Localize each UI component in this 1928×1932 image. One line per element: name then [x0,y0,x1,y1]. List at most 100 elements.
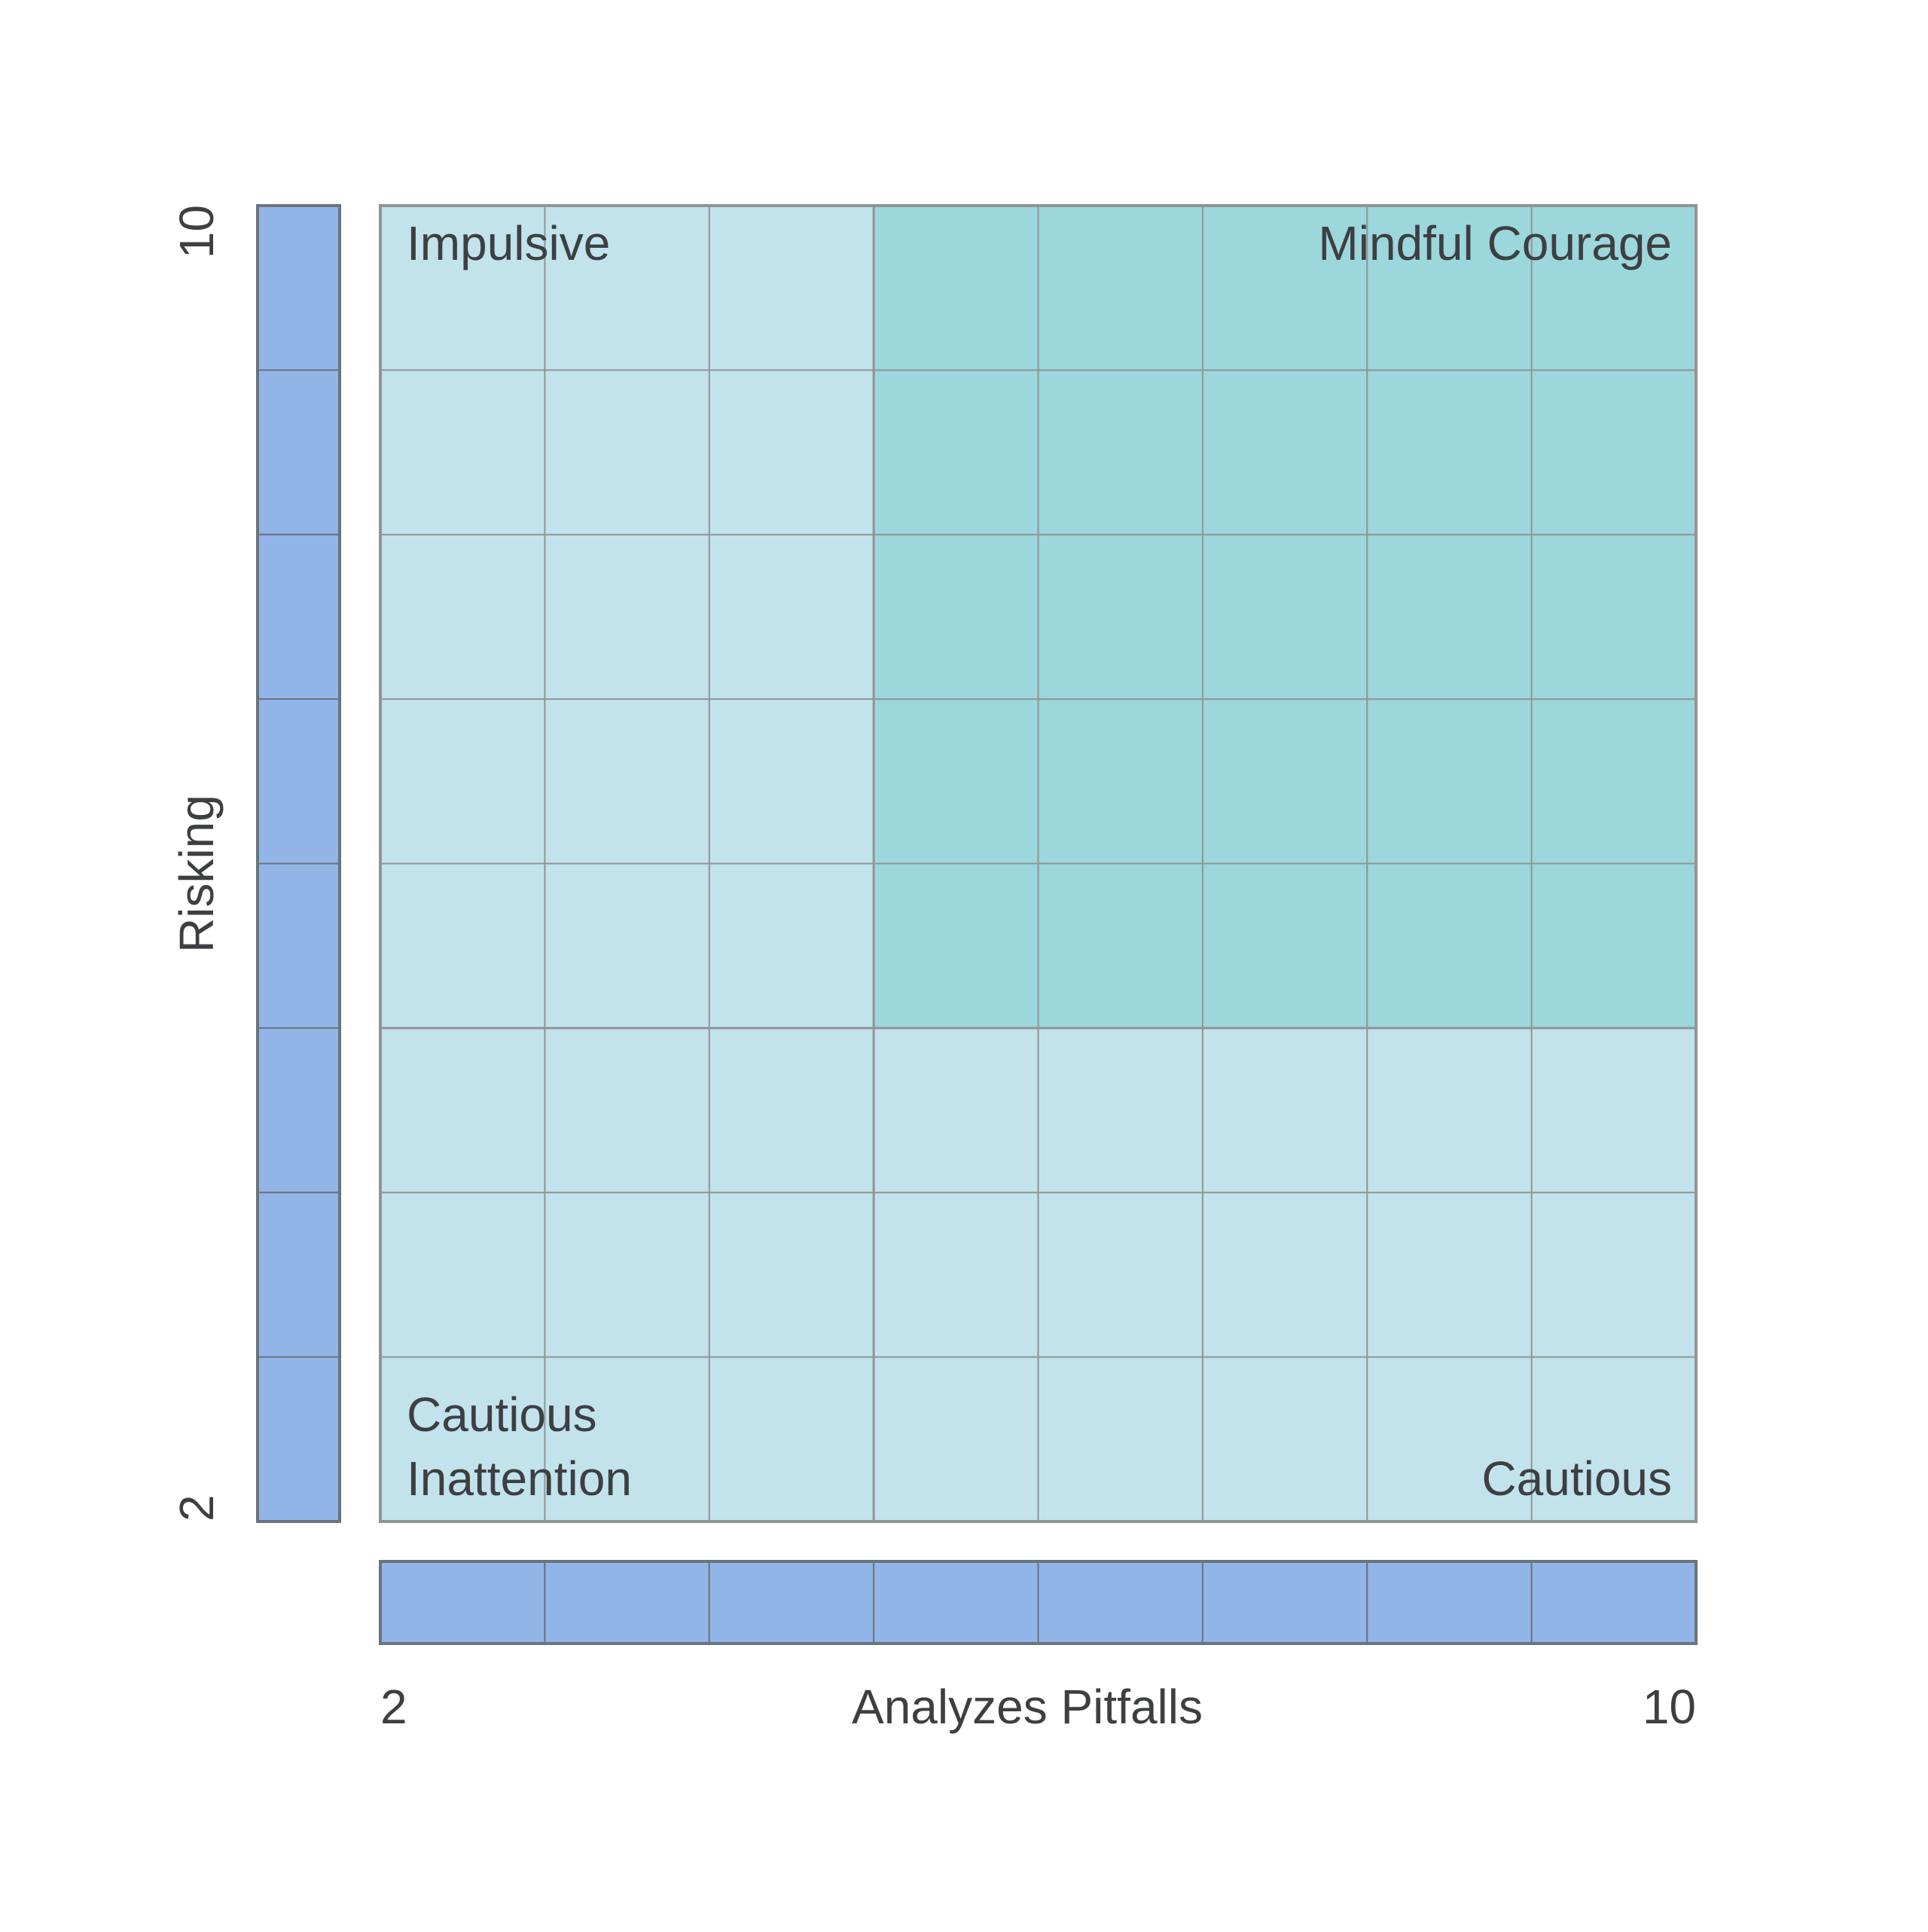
matrix-cell [1038,1192,1203,1357]
matrix-cell-highlight [1367,699,1532,864]
y-axis-bar-segment [257,698,340,865]
matrix-cell [380,699,545,864]
y-axis-bar [256,204,341,1523]
x-axis-title: Analyzes Pitfalls [852,1680,1203,1734]
matrix-cell [1531,1192,1696,1357]
matrix-cell-highlight [1367,370,1532,535]
matrix-cell-highlight [1531,534,1696,700]
matrix-cell [545,206,709,371]
matrix-grid [380,206,1696,1521]
matrix-cell [545,370,709,535]
matrix-cell-highlight [1038,699,1203,864]
matrix-cell-highlight [1367,863,1532,1028]
x-axis-bar-segment [380,1561,546,1644]
matrix-cell [874,1192,1039,1357]
x-axis-bar-segment [1201,1561,1368,1644]
matrix-cell-highlight [874,863,1039,1028]
matrix-cell [1202,1027,1368,1193]
matrix-cell [1367,1357,1532,1521]
quadrant-label-cautious: Cautious [1481,1451,1672,1506]
matrix-cell [545,863,709,1028]
matrix-cell [709,534,874,700]
y-axis-max-label: 10 [169,205,224,258]
matrix-cell [380,1192,545,1357]
quadrant-label-cautious-inattention-line1: Cautious [407,1387,597,1442]
x-axis-bar-segment [1366,1561,1533,1644]
matrix-cell-highlight [874,534,1039,700]
matrix-cell-highlight [1038,370,1203,535]
y-axis-bar-border [256,204,341,1523]
matrix-cell [709,1027,874,1193]
quadrant-label-impulsive: Impulsive [407,216,610,270]
matrix-cell [380,1027,545,1193]
matrix-cell-highlight [1202,206,1368,371]
matrix-cell-highlight [874,206,1039,371]
quadrant-label-cautious-inattention-line2: Inattention [407,1451,632,1506]
x-axis-bar-segment [1530,1561,1697,1644]
matrix-cell [545,1192,709,1357]
x-axis-bar-segment [708,1561,875,1644]
matrix-cell [874,1027,1039,1193]
matrix-cell [1367,1192,1532,1357]
matrix-cell [709,370,874,535]
matrix-cell [1531,1027,1696,1193]
matrix-cell [874,1357,1039,1521]
y-axis-bar-segment [257,862,340,1029]
x-axis-bar-border [379,1560,1698,1645]
matrix-cell [545,534,709,700]
x-axis-max-label: 10 [1643,1680,1696,1734]
y-axis-bar-segment [257,205,340,371]
matrix-cell-highlight [1202,863,1368,1028]
matrix-cell [1531,1357,1696,1521]
matrix-cell-highlight [1367,206,1532,371]
y-axis-bar-segment [257,533,340,700]
matrix-cell [1038,1357,1203,1521]
y-axis-min-label: 2 [169,1494,224,1521]
matrix-cell-highlight [1038,863,1203,1028]
x-axis-bar-segment [1037,1561,1203,1644]
matrix-cell [1202,1192,1368,1357]
matrix-cell-highlight [1531,206,1696,371]
matrix-cell [545,699,709,864]
matrix-cell [1367,1027,1532,1193]
y-axis-bar-segment [257,1356,340,1522]
x-axis-bar-segment [873,1561,1039,1644]
matrix-grid-lines [379,204,1698,1523]
matrix-cell [545,1027,709,1193]
y-axis-bar-segment [257,369,340,536]
matrix-cell-highlight [1367,534,1532,700]
matrix-cell [709,1192,874,1357]
matrix-cell [380,1357,545,1521]
matrix-cell-highlight [874,699,1039,864]
matrix-cell [1038,1027,1203,1193]
matrix-cell [380,370,545,535]
quadrant-label-mindful-courage: Mindful Courage [1318,216,1672,270]
x-axis-bar [379,1560,1698,1645]
matrix-cell-highlight [1202,370,1368,535]
matrix-cell [709,699,874,864]
x-axis-min-label: 2 [380,1680,407,1734]
y-axis-bar-segment [257,1192,340,1358]
x-axis-bar-segment [544,1561,710,1644]
matrix-cell-highlight [1202,534,1368,700]
matrix-cell-highlight [1202,699,1368,864]
matrix-cell-highlight [1531,863,1696,1028]
y-axis-bar-segment [257,1027,340,1194]
matrix-cell [545,1357,709,1521]
y-axis-title: Risking [169,795,224,953]
matrix-cell-highlight [1038,206,1203,371]
matrix-cell [380,534,545,700]
matrix-cell-highlight [1038,534,1203,700]
matrix-cell-highlight [1531,699,1696,864]
matrix-cell [380,863,545,1028]
matrix-cell [709,863,874,1028]
matrix-cell-highlight [1531,370,1696,535]
matrix-cell-highlight [874,370,1039,535]
matrix-cell [709,1357,874,1521]
matrix-cell [709,206,874,371]
matrix-cell [380,206,545,371]
matrix-cell [1202,1357,1368,1521]
matrix-border [379,204,1698,1523]
